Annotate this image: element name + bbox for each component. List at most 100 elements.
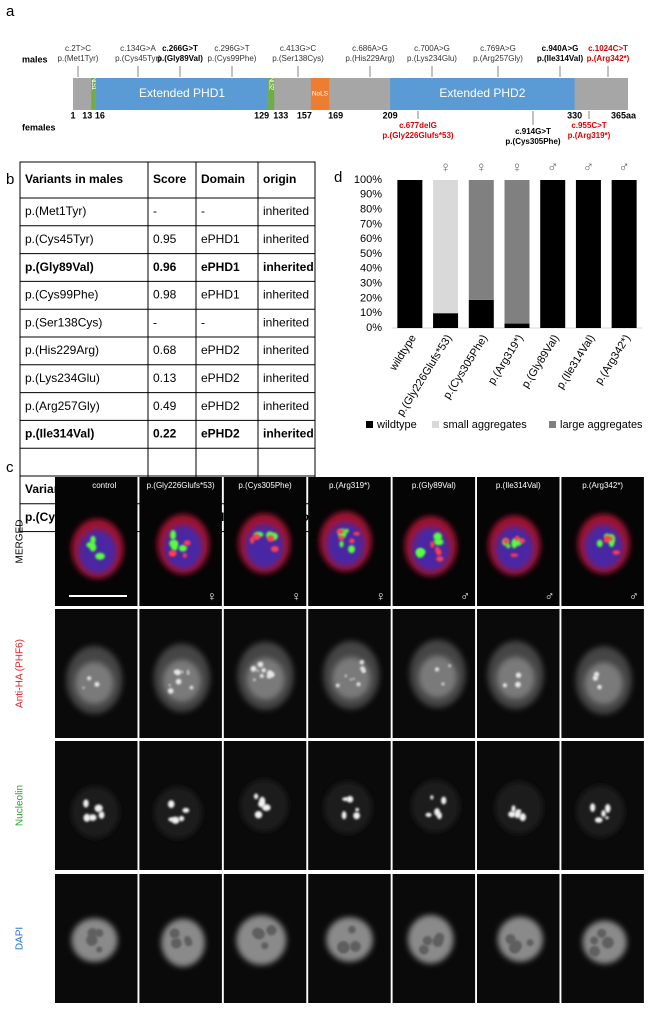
aggregate-stain xyxy=(436,549,442,556)
aggregate-stain xyxy=(436,556,444,562)
nucleolus-stain xyxy=(339,540,344,548)
y-tick-label: 100% xyxy=(354,174,382,186)
nucleolus-stain xyxy=(83,813,91,822)
domain-label: Extended PHD1 xyxy=(139,86,225,100)
column-title: p.(Arg319*) xyxy=(329,481,370,490)
nucleolus-stain xyxy=(178,815,185,822)
micrograph xyxy=(55,609,138,738)
channel-label: MERGED xyxy=(15,520,26,564)
nucleus-stain xyxy=(75,661,114,704)
nucleolus-stain xyxy=(348,545,356,554)
nucleolus-stain xyxy=(171,816,180,824)
sex-symbol: ♀ xyxy=(376,588,386,603)
sex-symbol: ♀ xyxy=(511,159,522,176)
variant-p: p.(Arg257Gly) xyxy=(473,54,523,63)
x-tick-label: p.(Ile314Val) xyxy=(555,333,598,392)
table-cell: p.(Cys45Tyr) xyxy=(25,232,94,246)
nucleolus-stain xyxy=(441,796,447,805)
spot-stain xyxy=(94,681,100,687)
bar-segment xyxy=(575,180,601,328)
nucleolus-stain xyxy=(430,795,434,800)
table-cell: - xyxy=(153,315,157,329)
table-cell: inherited xyxy=(263,399,309,413)
background-stain xyxy=(576,785,625,838)
table-cell: inherited xyxy=(263,260,314,274)
channel-label: Anti-HA (PHF6) xyxy=(15,639,26,708)
spot-stain xyxy=(257,661,264,668)
table-cell: 0.68 xyxy=(153,343,177,357)
variant-p: p.(Gly89Val) xyxy=(157,54,203,63)
position-label: 330 xyxy=(567,110,582,120)
chromatin-stain xyxy=(511,940,522,951)
sex-symbol: ♀ xyxy=(207,588,217,603)
nucleolus-stain xyxy=(341,811,347,820)
micrograph xyxy=(392,874,476,1003)
bar-segment xyxy=(504,180,530,324)
table-cell: ePHD2 xyxy=(201,343,240,357)
sex-symbol: ♂ xyxy=(619,159,630,176)
table-cell: ePHD1 xyxy=(201,288,240,302)
bar-segment xyxy=(504,323,530,328)
chromatin-stain xyxy=(418,944,429,955)
micrograph xyxy=(55,874,138,1003)
domain xyxy=(310,78,330,110)
aggregate-stain xyxy=(183,540,191,546)
table-cell: - xyxy=(201,315,205,329)
nucleus-stain xyxy=(411,527,450,572)
spot-stain xyxy=(259,673,264,678)
micrograph xyxy=(392,741,476,870)
nucleolus-stain xyxy=(262,804,271,811)
micrograph xyxy=(139,741,222,870)
bar-segment xyxy=(433,313,459,328)
spot-stain xyxy=(434,667,440,672)
nucleolus-stain xyxy=(519,813,526,822)
panel-label: c xyxy=(6,459,14,476)
table-cell: 0.22 xyxy=(153,427,177,441)
chromatin-stain xyxy=(432,936,444,947)
aggregate-stain xyxy=(503,537,510,545)
variant-p: p.(Met1Tyr) xyxy=(58,54,99,63)
aggregate-stain xyxy=(252,533,261,541)
sex-symbol: ♀ xyxy=(476,159,487,176)
x-tick-label: p.(Arg342*) xyxy=(593,333,633,387)
chromatin-stain xyxy=(261,942,269,950)
nucleolus-stain xyxy=(353,812,360,820)
table-cell: inherited xyxy=(263,204,309,218)
nucleolus-stain xyxy=(98,811,105,819)
background-stain xyxy=(71,786,120,839)
variant-p: p.(His229Arg) xyxy=(345,54,395,63)
nucleolus-stain xyxy=(511,805,516,813)
spot-stain xyxy=(186,669,190,673)
spot-stain xyxy=(441,682,445,686)
table-cell: 0.98 xyxy=(153,288,177,302)
chromatin-stain xyxy=(602,936,614,949)
micrograph xyxy=(55,477,138,606)
table-cell: p.(Gly89Val) xyxy=(25,260,94,274)
table-header: Domain xyxy=(201,172,245,186)
nucleolus-stain xyxy=(355,807,360,812)
variant-p: p.(Cys99Phe) xyxy=(208,54,257,63)
micrograph xyxy=(223,741,307,870)
x-tick-label: p.(Arg319*) xyxy=(486,333,526,387)
bar-segment xyxy=(540,180,566,328)
table-cell: 0.49 xyxy=(153,399,177,413)
spot-stain xyxy=(87,676,92,681)
micrograph xyxy=(308,609,391,738)
nucleolus-stain xyxy=(167,800,175,809)
nucleolus-stain xyxy=(344,528,349,533)
bar-segment xyxy=(468,299,494,328)
variant-p: p.(Ile314Val) xyxy=(537,54,584,63)
micrograph xyxy=(392,609,476,738)
spot-stain xyxy=(253,678,256,682)
aggregate-stain xyxy=(270,546,279,553)
spot-stain xyxy=(175,678,182,685)
micrograph xyxy=(139,874,222,1003)
micrograph xyxy=(392,477,476,606)
x-tick-label: p.(Gly89Val) xyxy=(520,333,562,391)
position-label: 129 xyxy=(254,110,269,120)
table-cell: ePHD2 xyxy=(201,399,240,413)
nucleolus-stain xyxy=(171,541,178,552)
nucleus-stain xyxy=(495,526,534,571)
y-tick-label: 30% xyxy=(360,278,382,290)
background-stain xyxy=(153,786,202,839)
